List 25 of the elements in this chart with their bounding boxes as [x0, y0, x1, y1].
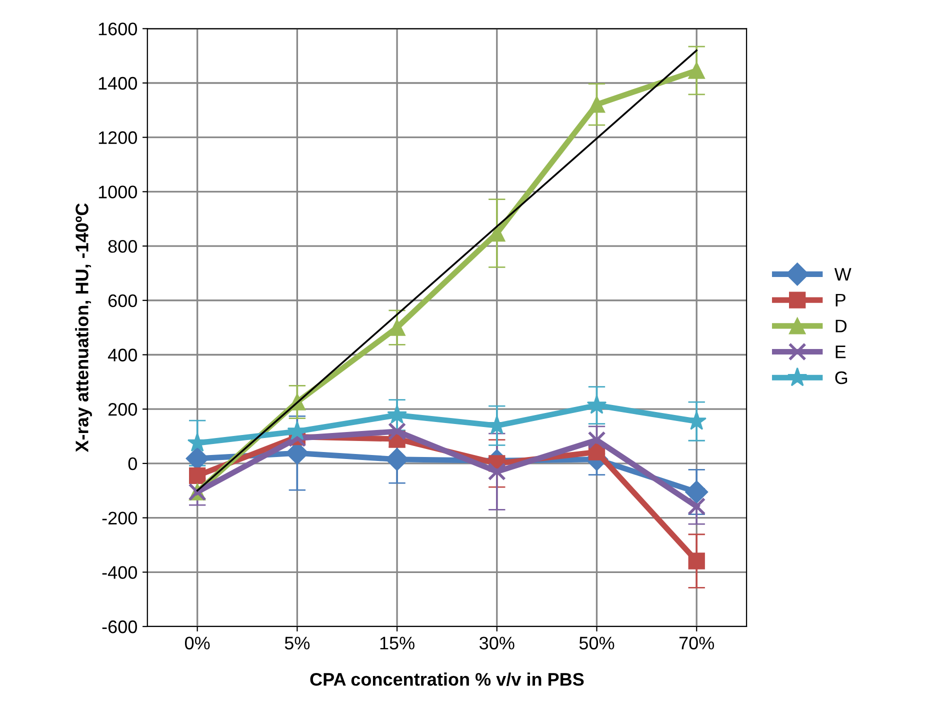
y-tick-label: 200: [108, 403, 137, 416]
y-tick-label: 1200: [98, 131, 137, 144]
y-axis-title: X-ray attenuation, HU, -140ºC: [75, 203, 92, 452]
legend-label: W: [834, 268, 852, 281]
x-tick-label: 70%: [679, 636, 714, 650]
y-tick-label: 600: [108, 294, 137, 308]
x-tick-label: 5%: [284, 636, 310, 650]
y-tick-label: 1000: [98, 186, 137, 198]
x-tick-label: 50%: [579, 636, 614, 650]
legend-label: G: [835, 371, 848, 384]
y-tick-label: 1600: [98, 22, 137, 36]
legend-label: P: [836, 294, 846, 306]
x-axis-title: CPA concentration % v/v in PBS: [310, 672, 584, 686]
x-tick-label: 0%: [184, 636, 210, 650]
y-tick-label: -400: [102, 566, 137, 579]
y-tick-label: -200: [102, 512, 137, 525]
x-tick-label: 15%: [380, 636, 414, 650]
y-tick-label: 1400: [98, 76, 137, 90]
y-tick-label: 800: [108, 240, 137, 253]
y-tick-label: 400: [108, 348, 137, 362]
y-tick-label: 0: [128, 457, 137, 470]
legend-label: D: [836, 320, 847, 332]
y-tick-label: -600: [102, 620, 137, 634]
legend-label: E: [836, 346, 846, 358]
x-tick-label: 30%: [480, 636, 514, 650]
